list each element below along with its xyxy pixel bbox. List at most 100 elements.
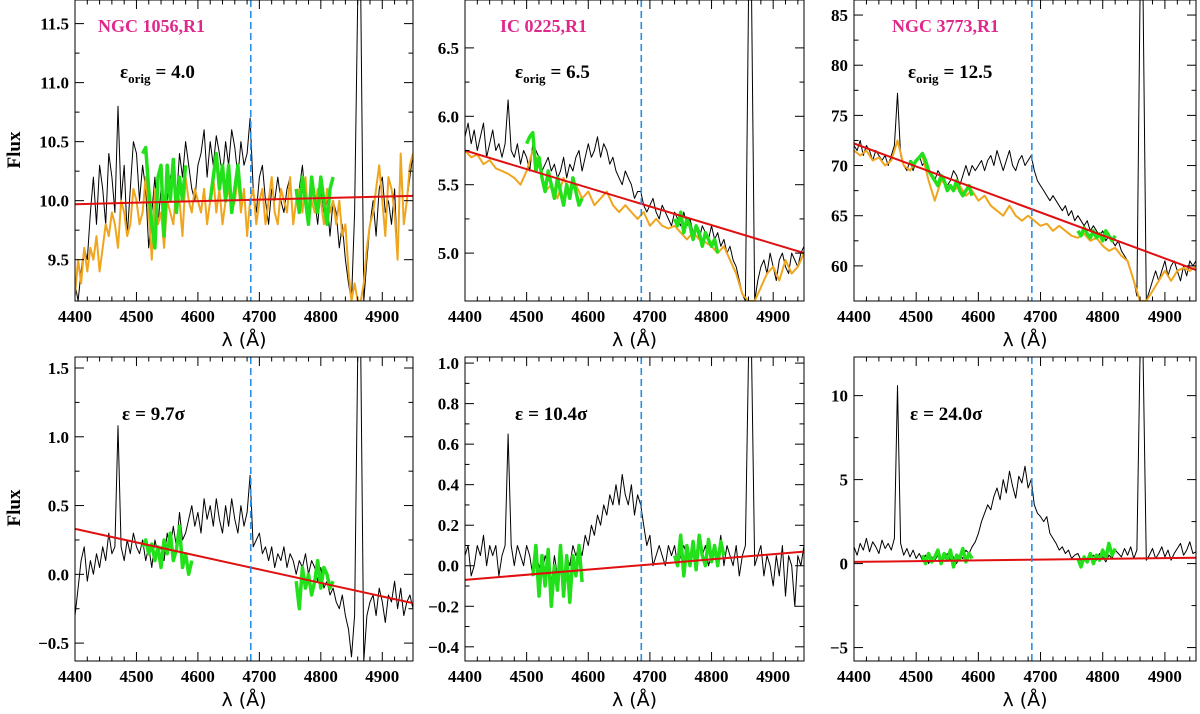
y-tick-label: 85 (831, 6, 848, 25)
epsilon-subscript: orig (128, 71, 151, 86)
y-tick-label: 80 (831, 56, 848, 75)
x-tick-label: 4700 (1024, 307, 1058, 326)
x-tick-label: 4800 (695, 307, 729, 326)
x-tick-label: 4700 (1024, 667, 1058, 686)
y-tick-label: 0.2 (438, 516, 459, 535)
spectrum-line (854, 357, 1196, 565)
plot-area (854, 0, 1196, 301)
epsilon-value: = 24.0σ (923, 404, 983, 425)
x-axis-label: λ (Å) (221, 328, 266, 351)
model-line (465, 149, 804, 301)
epsilon-symbol: ε (908, 62, 916, 83)
x-tick-label: 4800 (1086, 307, 1120, 326)
x-tick-label: 4400 (448, 307, 482, 326)
fit-region-line (141, 524, 194, 577)
x-tick-label: 4800 (695, 667, 729, 686)
y-axis-label: Flux (4, 131, 25, 168)
y-tick-label: −5 (830, 639, 848, 658)
y-tick-label: 0.4 (438, 476, 460, 495)
epsilon-value: = 10.4σ (528, 404, 588, 425)
x-tick-label: 4700 (633, 667, 667, 686)
model-line (75, 152, 413, 301)
y-tick-label: 10.0 (39, 192, 69, 211)
plot-area (465, 0, 804, 301)
y-tick-label: 6.5 (438, 39, 459, 58)
epsilon-annotation: ε = 9.7σ (122, 404, 185, 425)
y-tick-label: 5 (840, 471, 849, 490)
continuum-fit-line (465, 149, 804, 255)
y-tick-label: 0 (840, 555, 849, 574)
y-tick-label: 10.5 (39, 133, 69, 152)
spectrum-line (854, 0, 1196, 301)
y-tick-label: −0.5 (38, 634, 69, 653)
x-tick-label: 4900 (1148, 307, 1182, 326)
model-line (854, 139, 1196, 301)
epsilon-annotation: εorig = 12.5 (908, 62, 992, 86)
continuum-fit-line (854, 142, 1196, 271)
epsilon-value: = 9.7σ (135, 404, 185, 425)
x-tick-label: 4400 (448, 667, 482, 686)
y-tick-label: −0.4 (428, 638, 459, 657)
y-tick-label: 1.5 (48, 359, 69, 378)
y-axis-label: Flux (4, 489, 25, 526)
fit-region-line (531, 543, 584, 609)
spectrum-line (75, 357, 413, 661)
x-tick-label: 4700 (242, 667, 276, 686)
x-tick-label: 4900 (756, 307, 790, 326)
x-tick-label: 4500 (510, 307, 544, 326)
x-tick-label: 4600 (181, 307, 215, 326)
plot-area (75, 357, 413, 661)
x-tick-label: 4800 (304, 307, 338, 326)
panel-1: 4400 4500 4600 4700 4800 4900 9.5 10.0 10.5 11.0 1… (39, 0, 414, 351)
plot-frame (464, 356, 805, 662)
epsilon-subscript: orig (916, 71, 939, 86)
plot-frame (853, 356, 1197, 662)
x-tick-label: 4900 (756, 667, 790, 686)
x-tick-label: 4600 (181, 667, 215, 686)
x-axis-label: λ (Å) (612, 688, 657, 711)
x-tick-label: 4900 (1148, 667, 1182, 686)
continuum-fit-line (75, 194, 413, 206)
fit-region-line (672, 210, 720, 254)
epsilon-value: = 4.0 (156, 62, 195, 83)
epsilon-symbol: ε (120, 62, 128, 83)
x-tick-label: 4700 (633, 307, 667, 326)
fit-region-line (920, 546, 974, 569)
epsilon-value: = 6.5 (551, 62, 590, 83)
galaxy-name-label: NGC 1056,R1 (98, 16, 205, 36)
plot-frame (74, 0, 414, 302)
x-tick-label: 4600 (571, 667, 605, 686)
x-tick-label: 4800 (304, 667, 338, 686)
epsilon-subscript: orig (523, 71, 546, 86)
plot-area (854, 357, 1196, 569)
x-tick-label: 4400 (58, 307, 92, 326)
y-tick-label: 75 (831, 106, 848, 125)
x-tick-label: 4500 (119, 667, 153, 686)
y-tick-label: 1.0 (48, 428, 69, 447)
x-tick-label: 4600 (571, 307, 605, 326)
y-tick-label: 5.5 (438, 176, 459, 195)
y-tick-label: 0.8 (438, 395, 459, 414)
epsilon-symbol: ε (515, 62, 523, 83)
x-tick-label: 4600 (961, 307, 995, 326)
fit-region-line (294, 175, 335, 227)
spectrum-line (465, 357, 804, 607)
y-tick-label: 6.0 (438, 107, 459, 126)
continuum-fit-line (75, 527, 413, 605)
x-tick-label: 4500 (899, 307, 933, 326)
y-tick-label: −0.2 (428, 597, 459, 616)
plot-area (465, 357, 804, 609)
panel-2: 4400 4500 4600 4700 4800 4900 5.0 5.5 6.0 6.5 IC 0… (438, 0, 805, 351)
plot-area (75, 0, 413, 301)
galaxy-name-label: IC 0225,R1 (500, 16, 587, 36)
y-tick-label: 5.0 (438, 244, 459, 263)
x-axis-label: λ (Å) (612, 328, 657, 351)
panel-4: 4400 4500 4600 4700 4800 4900 −0.5 0.0 0.5 1.0 1.5… (38, 356, 414, 711)
x-axis-label: λ (Å) (1002, 688, 1047, 711)
x-tick-label: 4900 (365, 307, 399, 326)
y-tick-label: 60 (831, 257, 848, 276)
y-tick-label: 0.6 (438, 435, 459, 454)
x-axis-label: λ (Å) (221, 688, 266, 711)
x-tick-label: 4400 (837, 667, 871, 686)
fit-region-line (141, 145, 188, 250)
